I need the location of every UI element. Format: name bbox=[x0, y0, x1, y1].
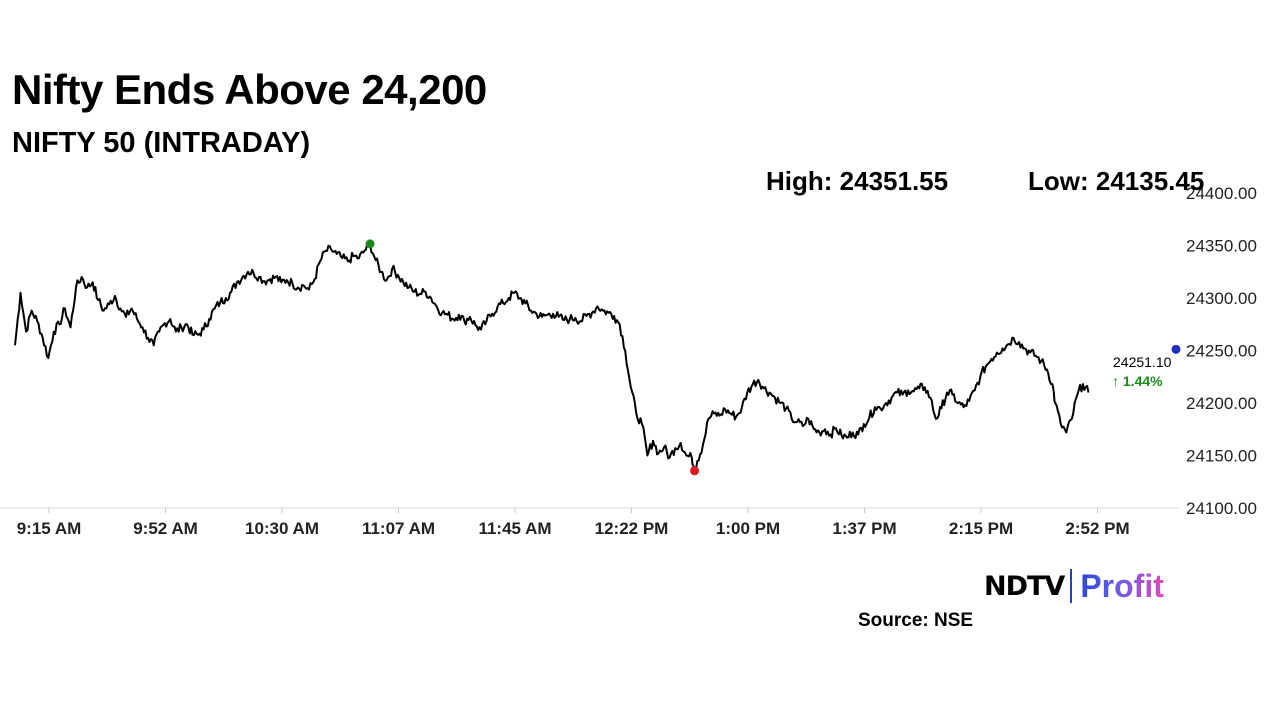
chart-subtitle: NIFTY 50 (INTRADAY) bbox=[12, 127, 311, 159]
y-tick-label: 24250.00 bbox=[1186, 342, 1257, 361]
last-price-marker bbox=[1171, 344, 1181, 354]
source-note: Source: NSE bbox=[858, 610, 974, 631]
ndtv-profit-logo: NDTV Profit bbox=[984, 566, 1164, 606]
x-tick-label: 1:37 PM bbox=[832, 519, 896, 538]
last-change-label: ↑ 1.44% bbox=[1112, 373, 1163, 389]
x-tick-label: 11:45 AM bbox=[478, 519, 551, 538]
y-axis-ticks: 24100.00 24150.00 24200.00 24250.00 24300.00… bbox=[1186, 184, 1257, 518]
day-high-marker bbox=[365, 239, 375, 249]
x-tick-label: 9:15 AM bbox=[17, 519, 82, 538]
y-tick-label: 24300.00 bbox=[1186, 289, 1257, 308]
x-tick-label: 11:07 AM bbox=[362, 519, 435, 538]
logo-ndtv-text: NDTV bbox=[984, 570, 1065, 602]
day-low-marker bbox=[690, 466, 700, 476]
x-tick-label: 2:52 PM bbox=[1065, 519, 1129, 538]
day-low-label: Low: 24135.45 bbox=[1028, 166, 1205, 196]
chart-title: Nifty Ends Above 24,200 bbox=[12, 66, 487, 113]
day-high-label: High: 24351.55 bbox=[766, 166, 949, 196]
x-tick-label: 10:30 AM bbox=[245, 519, 319, 538]
x-tick-label: 9:52 AM bbox=[133, 519, 198, 538]
x-tick-label: 12:22 PM bbox=[595, 519, 669, 538]
logo-divider bbox=[1070, 569, 1073, 603]
y-tick-label: 24200.00 bbox=[1186, 394, 1257, 413]
y-tick-label: 24100.00 bbox=[1186, 499, 1257, 518]
y-tick-label: 24350.00 bbox=[1186, 237, 1257, 256]
last-price-label: 24251.10 bbox=[1113, 354, 1172, 370]
x-tick-label: 1:00 PM bbox=[716, 519, 780, 538]
x-axis-ticks: 9:15 AM 9:52 AM 10:30 AM 11:07 AM 11:45 AM 12… bbox=[17, 508, 1130, 538]
y-tick-label: 24400.00 bbox=[1186, 184, 1257, 203]
price-line bbox=[14, 242, 1090, 473]
y-tick-label: 24150.00 bbox=[1186, 447, 1257, 466]
x-tick-label: 2:15 PM bbox=[949, 519, 1013, 538]
logo-profit-text: Profit bbox=[1080, 567, 1164, 604]
